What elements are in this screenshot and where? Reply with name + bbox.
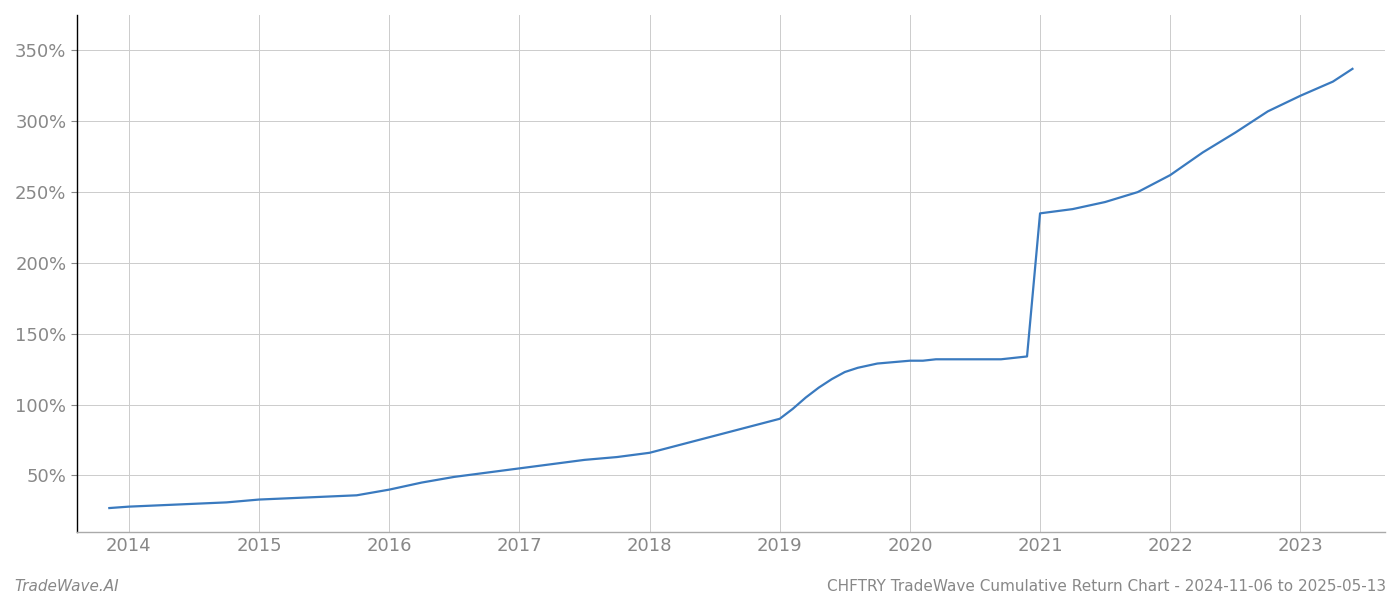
Text: TradeWave.AI: TradeWave.AI bbox=[14, 579, 119, 594]
Text: CHFTRY TradeWave Cumulative Return Chart - 2024-11-06 to 2025-05-13: CHFTRY TradeWave Cumulative Return Chart… bbox=[827, 579, 1386, 594]
